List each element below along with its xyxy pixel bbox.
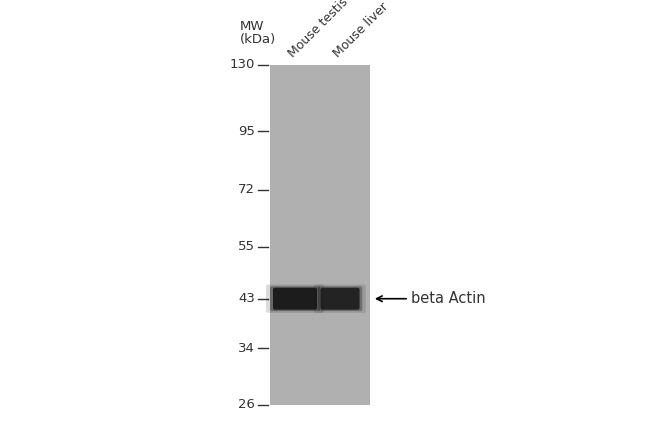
Text: Mouse testis: Mouse testis [286, 0, 350, 60]
Text: Mouse liver: Mouse liver [331, 0, 391, 60]
Text: (kDa): (kDa) [240, 33, 276, 46]
Text: 34: 34 [238, 342, 255, 355]
Text: 26: 26 [238, 398, 255, 411]
Text: 55: 55 [238, 240, 255, 253]
Text: 43: 43 [238, 292, 255, 305]
FancyBboxPatch shape [273, 288, 317, 310]
Text: 130: 130 [229, 59, 255, 71]
Bar [270, 65, 370, 405]
FancyBboxPatch shape [320, 288, 359, 310]
FancyBboxPatch shape [266, 284, 324, 313]
Text: MW: MW [240, 20, 265, 33]
Text: beta Actin: beta Actin [411, 291, 486, 306]
Text: 72: 72 [238, 183, 255, 196]
Text: 95: 95 [238, 125, 255, 138]
FancyBboxPatch shape [270, 287, 320, 311]
FancyBboxPatch shape [318, 287, 362, 311]
FancyBboxPatch shape [314, 284, 366, 313]
